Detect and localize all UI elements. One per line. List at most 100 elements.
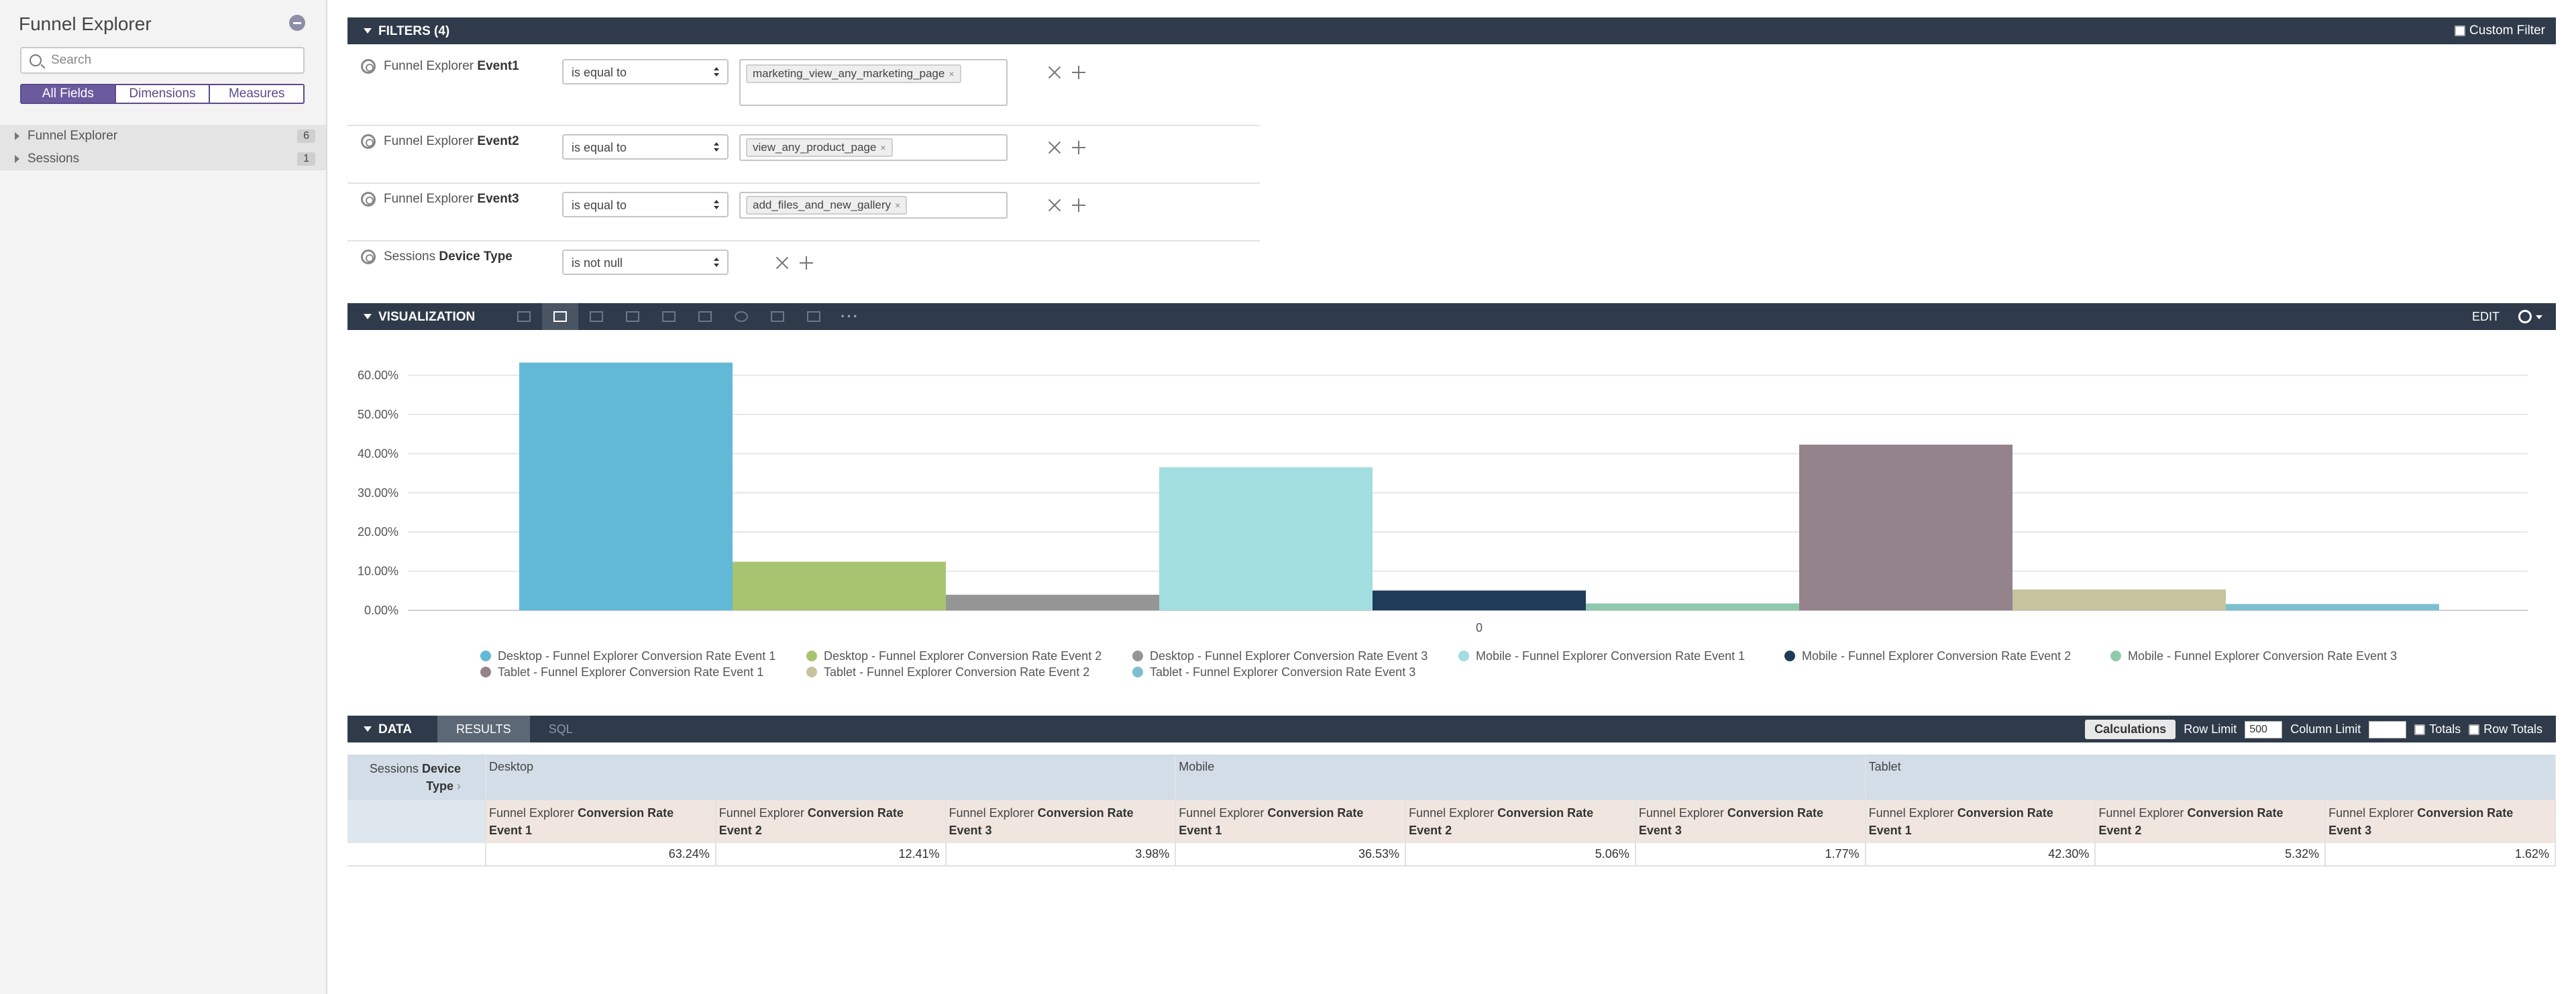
pivot-header-mobile[interactable]: Mobile: [1175, 755, 1866, 800]
scatter-icon[interactable]: [614, 303, 651, 330]
select-arrows-icon: [714, 200, 719, 211]
remove-chip-icon[interactable]: ×: [880, 142, 886, 153]
measure-header-cell[interactable]: Funnel Explorer Conversion Rate Event 1: [1175, 800, 1407, 843]
add-filter-icon[interactable]: [1072, 199, 1085, 212]
measure-header-cell[interactable]: Funnel Explorer Conversion Rate Event 3: [2325, 800, 2556, 843]
measure-header-cell[interactable]: Funnel Explorer Conversion Rate Event 2: [715, 800, 947, 843]
add-filter-icon[interactable]: [800, 256, 813, 270]
collapse-sidebar-icon[interactable]: [289, 15, 305, 31]
edit-visualization-button[interactable]: EDIT: [2471, 310, 2500, 323]
table-cell: 63.24%: [486, 843, 716, 867]
measure-header-row: Funnel Explorer Conversion Rate Event 1 Fu…: [347, 800, 2556, 843]
filter-value-input[interactable]: marketing_view_any_marketing_page ×: [739, 59, 1008, 106]
operator-value: is equal to: [572, 141, 627, 154]
table-icon[interactable]: [506, 303, 542, 330]
sidebar-item-funnel-explorer[interactable]: Funnel Explorer 6: [0, 125, 326, 148]
remove-filter-icon[interactable]: [1048, 199, 1061, 212]
bar: [2012, 589, 2226, 610]
measure-view: Funnel Explorer: [1638, 806, 1724, 820]
filter-view-name: Funnel Explorer: [384, 59, 474, 73]
remove-chip-icon[interactable]: ×: [949, 68, 955, 79]
table-cell: 12.41%: [715, 843, 947, 867]
data-section-header[interactable]: DATA RESULTS SQL Calculations Row Limit …: [347, 716, 2556, 742]
measure-header-cell[interactable]: Funnel Explorer Conversion Rate Event 1: [1865, 800, 2096, 843]
filter-value-input[interactable]: add_files_and_new_gallery ×: [739, 192, 1008, 219]
sidebar-item-sessions[interactable]: Sessions 1: [0, 148, 326, 170]
tab-results[interactable]: RESULTS: [437, 716, 530, 742]
measure-header-cell[interactable]: Funnel Explorer Conversion Rate Event 3: [945, 800, 1177, 843]
measure-suffix: Event 3: [2328, 824, 2372, 837]
chip-label: view_any_product_page: [753, 141, 877, 154]
operator-select[interactable]: is equal to: [562, 192, 729, 217]
legend-label: Mobile - Funnel Explorer Conversion Rate…: [1802, 649, 2071, 663]
single-value-icon[interactable]: [796, 303, 832, 330]
measure-header-cell[interactable]: Funnel Explorer Conversion Rate Event 3: [1635, 800, 1866, 843]
chip-label: add_files_and_new_gallery: [753, 199, 892, 211]
remove-chip-icon[interactable]: ×: [895, 200, 901, 211]
measure-header-cell[interactable]: Funnel Explorer Conversion Rate Event 2: [2095, 800, 2326, 843]
column-chart-icon[interactable]: [542, 303, 578, 330]
gear-icon[interactable]: [361, 250, 376, 264]
row-totals-checkbox[interactable]: [2469, 724, 2480, 735]
measure-suffix: Event 2: [718, 824, 762, 837]
data-controls: Calculations Row Limit 500 Column Limit …: [2085, 720, 2542, 739]
measure-header-cell[interactable]: Funnel Explorer Conversion Rate Event 1: [486, 800, 716, 843]
map-icon[interactable]: [759, 303, 796, 330]
row-limit-input[interactable]: 500: [2245, 720, 2283, 738]
totals-toggle[interactable]: Totals: [2414, 722, 2461, 736]
gear-icon[interactable]: [361, 59, 376, 74]
area-chart-icon[interactable]: [687, 303, 723, 330]
pivot-dimension-header[interactable]: Sessions Device Type ›: [347, 755, 486, 800]
custom-filter-toggle[interactable]: Custom Filter: [2455, 23, 2545, 38]
results-table: Sessions Device Type › Desktop Mobile Tab…: [347, 755, 2557, 867]
line-chart-icon[interactable]: [651, 303, 687, 330]
remove-filter-icon[interactable]: [1048, 141, 1061, 154]
y-tick-label: 50.00%: [358, 408, 398, 421]
chevron-down-icon[interactable]: [2536, 315, 2542, 319]
operator-select[interactable]: is equal to: [562, 134, 729, 160]
column-chart: 60.00% 50.00% 40.00% 30.00% 20.00% 10.00% 0.00…: [347, 335, 2556, 691]
filters-section-header[interactable]: FILTERS (4) Custom Filter: [347, 17, 2556, 44]
y-tick-label: 40.00%: [358, 447, 398, 460]
collapse-caret-icon[interactable]: [364, 726, 372, 732]
pivot-header-desktop[interactable]: Desktop: [486, 755, 1177, 800]
tab-dimensions[interactable]: Dimensions: [114, 85, 209, 103]
pie-chart-icon[interactable]: [723, 303, 759, 330]
column-limit-input[interactable]: [2369, 720, 2407, 738]
filter-value-input[interactable]: view_any_product_page ×: [739, 134, 1008, 161]
search-input[interactable]: [51, 51, 299, 70]
add-filter-icon[interactable]: [1072, 141, 1085, 154]
measure-suffix: Event 2: [2098, 824, 2142, 837]
calculations-button[interactable]: Calculations: [2085, 720, 2176, 739]
legend-swatch: [1784, 651, 1795, 661]
gear-icon[interactable]: [2518, 310, 2532, 323]
gear-icon[interactable]: [361, 134, 376, 149]
totals-checkbox[interactable]: [2414, 724, 2426, 735]
add-filter-icon[interactable]: [1072, 66, 1085, 79]
pivot-header-tablet[interactable]: Tablet: [1865, 755, 2557, 800]
field-type-tabs: All Fields Dimensions Measures: [20, 84, 305, 104]
collapse-caret-icon[interactable]: [364, 314, 372, 319]
operator-select[interactable]: is equal to: [562, 59, 729, 85]
custom-filter-checkbox[interactable]: [2455, 25, 2466, 36]
more-visualizations-icon[interactable]: ···: [841, 308, 859, 325]
row-totals-toggle[interactable]: Row Totals: [2469, 722, 2542, 736]
measure-header-cell[interactable]: Funnel Explorer Conversion Rate Event 2: [1405, 800, 1636, 843]
bar-chart-icon[interactable]: [578, 303, 614, 330]
measure-field: Conversion Rate: [1727, 806, 1823, 820]
gear-icon[interactable]: [361, 192, 376, 207]
measure-suffix: Event 3: [1638, 824, 1682, 837]
filter-field: Device Type: [439, 250, 513, 264]
tab-sql[interactable]: SQL: [548, 722, 573, 736]
collapse-caret-icon[interactable]: [364, 28, 372, 34]
field-search[interactable]: [20, 47, 305, 74]
filter-field-name: Funnel Explorer Event2: [384, 134, 519, 149]
tab-measures[interactable]: Measures: [209, 85, 303, 103]
measure-field: Conversion Rate: [2187, 806, 2284, 820]
remove-filter-icon[interactable]: [775, 256, 789, 270]
remove-filter-icon[interactable]: [1048, 66, 1061, 79]
visualization-section-header[interactable]: VISUALIZATION ··· EDIT: [347, 303, 2556, 330]
operator-select[interactable]: is not null: [562, 250, 729, 275]
tab-all-fields[interactable]: All Fields: [21, 85, 115, 103]
bar: [1586, 603, 1799, 610]
